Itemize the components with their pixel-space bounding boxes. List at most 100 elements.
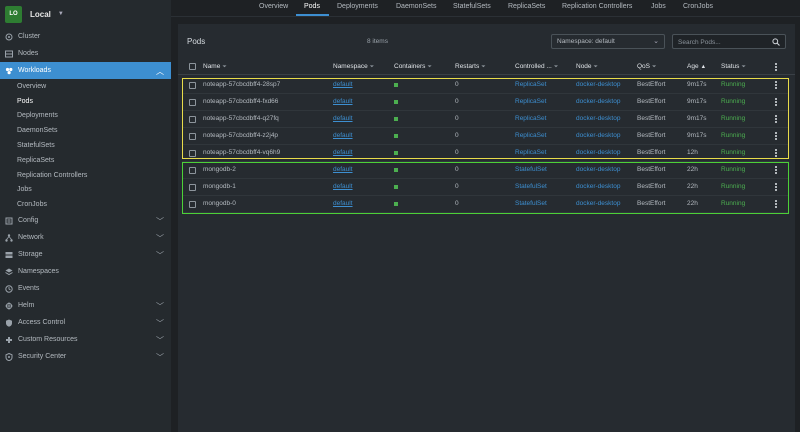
controlled-by-link[interactable]: ReplicaSet [515, 98, 547, 105]
sidebar-item-cluster[interactable]: Cluster [0, 28, 171, 45]
node-link[interactable]: docker-desktop [576, 98, 621, 105]
controlled-by-link[interactable]: ReplicaSet [515, 115, 547, 122]
namespace-link[interactable]: default [333, 98, 353, 105]
namespace-link[interactable]: default [333, 200, 353, 207]
namespace-link[interactable]: default [333, 166, 353, 173]
header-age[interactable]: Age ▲ [687, 63, 706, 70]
node-link[interactable]: docker-desktop [576, 149, 621, 156]
row-menu-icon[interactable] [774, 132, 777, 140]
node-link[interactable]: docker-desktop [576, 81, 621, 88]
row-menu-icon[interactable] [774, 115, 777, 123]
tab-statefulsets[interactable]: StatefulSets [453, 3, 491, 10]
namespace-select[interactable]: Namespace: default ⌄ [551, 34, 665, 49]
row-checkbox[interactable] [189, 99, 196, 106]
header-name[interactable]: Name ⏷ [203, 63, 227, 71]
sidebar-item-label: Network [18, 234, 44, 242]
tab-replication-controllers[interactable]: Replication Controllers [562, 3, 633, 10]
sidebar-item-workloads[interactable]: Workloads ︿ [0, 62, 171, 79]
sidebar-subitem-jobs[interactable]: Jobs [17, 186, 32, 194]
controlled-by-link[interactable]: StatefulSet [515, 166, 547, 173]
search-icon[interactable] [772, 38, 780, 46]
header-containers[interactable]: Containers ⏷ [394, 63, 432, 71]
header-restarts[interactable]: Restarts ⏷ [455, 63, 486, 71]
sidebar-item-namespaces[interactable]: Namespaces [0, 263, 171, 280]
namespace-link[interactable]: default [333, 183, 353, 190]
sidebar-subitem-statefulsets[interactable]: StatefulSets [17, 142, 55, 150]
table-row[interactable]: noteapp-57cbcdbff4-z2j4p default 0 Repli… [182, 128, 789, 145]
table-row[interactable]: noteapp-57cbcdbff4-q27fq default 0 Repli… [182, 111, 789, 128]
sidebar-subitem-deployments[interactable]: Deployments [17, 112, 58, 120]
node-link[interactable]: docker-desktop [576, 166, 621, 173]
row-checkbox[interactable] [189, 133, 196, 140]
header-qos[interactable]: QoS ⏷ [637, 63, 656, 71]
namespace-link[interactable]: default [333, 149, 353, 156]
sidebar-subitem-cronjobs[interactable]: CronJobs [17, 201, 47, 209]
controlled-by-link[interactable]: StatefulSet [515, 200, 547, 207]
workloads-icon [5, 67, 13, 75]
sidebar-item-access-control[interactable]: Access Control ﹀ [0, 314, 171, 331]
header-node[interactable]: Node ⏷ [576, 63, 598, 71]
row-checkbox[interactable] [189, 201, 196, 208]
node-link[interactable]: docker-desktop [576, 115, 621, 122]
nodes-icon [5, 50, 13, 58]
tab-replicasets[interactable]: ReplicaSets [508, 3, 546, 10]
controlled-by-link[interactable]: ReplicaSet [515, 149, 547, 156]
row-checkbox[interactable] [189, 116, 196, 123]
table-header: Name ⏷ Namespace ⏷ Containers ⏷ Restarts ⏷ C… [178, 59, 795, 75]
tab-jobs[interactable]: Jobs [651, 3, 666, 10]
tab-daemonsets[interactable]: DaemonSets [396, 3, 437, 10]
columns-menu-icon[interactable] [774, 63, 777, 71]
controlled-by-link[interactable]: ReplicaSet [515, 132, 547, 139]
search-input[interactable] [678, 37, 768, 47]
table-row[interactable]: mongodb-2 default 0 StatefulSet docker-d… [182, 162, 789, 179]
row-menu-icon[interactable] [774, 149, 777, 157]
sidebar-subitem-overview[interactable]: Overview [17, 82, 47, 90]
table-row[interactable]: noteapp-57cbcdbff4-fxd66 default 0 Repli… [182, 94, 789, 111]
header-status[interactable]: Status ⏷ [721, 63, 746, 71]
row-checkbox[interactable] [189, 184, 196, 191]
table-row[interactable]: noteapp-57cbcdbff4-vq6h9 default 0 Repli… [182, 145, 789, 162]
tab-cronjobs[interactable]: CronJobs [683, 3, 713, 10]
search-box[interactable] [672, 34, 786, 49]
node-link[interactable]: docker-desktop [576, 132, 621, 139]
controlled-by-link[interactable]: StatefulSet [515, 183, 547, 190]
header-namespace[interactable]: Namespace ⏷ [333, 63, 374, 71]
sidebar-item-storage[interactable]: Storage ﹀ [0, 246, 171, 263]
select-all-checkbox[interactable] [189, 63, 196, 70]
namespace-link[interactable]: default [333, 81, 353, 88]
node-link[interactable]: docker-desktop [576, 200, 621, 207]
cluster-header[interactable]: LO Local ▼ [0, 0, 171, 28]
row-menu-icon[interactable] [774, 81, 777, 89]
pod-age: 22h [687, 166, 698, 173]
tab-deployments[interactable]: Deployments [337, 3, 378, 10]
header-controlled-by[interactable]: Controlled ... ⏷ [515, 63, 558, 71]
tab-pods[interactable]: Pods [304, 3, 320, 10]
controlled-by-link[interactable]: ReplicaSet [515, 81, 547, 88]
sidebar-item-network[interactable]: Network ﹀ [0, 229, 171, 246]
namespace-link[interactable]: default [333, 132, 353, 139]
sidebar-subitem-replication-controllers[interactable]: Replication Controllers [17, 171, 88, 179]
tab-overview[interactable]: Overview [259, 3, 289, 10]
table-row[interactable]: mongodb-0 default 0 StatefulSet docker-d… [182, 196, 789, 213]
sidebar-item-config[interactable]: Config ﹀ [0, 212, 171, 229]
row-menu-icon[interactable] [774, 98, 777, 106]
table-row[interactable]: noteapp-57cbcdbff4-28sp7 default 0 Repli… [182, 77, 789, 94]
sidebar-subitem-replicasets[interactable]: ReplicaSets [17, 156, 55, 164]
sidebar-item-security-center[interactable]: Security Center ﹀ [0, 348, 171, 365]
namespace-link[interactable]: default [333, 115, 353, 122]
table-row[interactable]: mongodb-1 default 0 StatefulSet docker-d… [182, 179, 789, 196]
sidebar-item-nodes[interactable]: Nodes [0, 45, 171, 62]
row-menu-icon[interactable] [774, 166, 777, 174]
node-link[interactable]: docker-desktop [576, 183, 621, 190]
row-checkbox[interactable] [189, 150, 196, 157]
sidebar-item-custom-resources[interactable]: Custom Resources ﹀ [0, 331, 171, 348]
sort-icon: ⏷ [593, 64, 598, 70]
sidebar-subitem-pods[interactable]: Pods [17, 97, 33, 105]
sidebar-item-events[interactable]: Events [0, 280, 171, 297]
sidebar-item-helm[interactable]: Helm ﹀ [0, 297, 171, 314]
row-menu-icon[interactable] [774, 183, 777, 191]
row-checkbox[interactable] [189, 82, 196, 89]
sidebar-subitem-daemonsets[interactable]: DaemonSets [17, 127, 58, 135]
row-checkbox[interactable] [189, 167, 196, 174]
row-menu-icon[interactable] [774, 200, 777, 208]
